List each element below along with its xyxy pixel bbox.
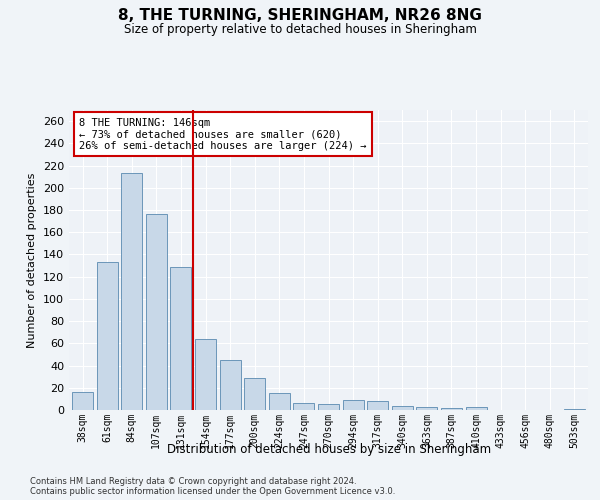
Bar (367, 401, 388, 410)
Bar (121, 174, 142, 410)
Bar (564, 409, 585, 410)
Text: 8, THE TURNING, SHERINGHAM, NR26 8NG: 8, THE TURNING, SHERINGHAM, NR26 8NG (118, 8, 482, 22)
Bar (466, 406, 487, 410)
Y-axis label: Number of detached properties: Number of detached properties (28, 172, 37, 348)
Text: Contains HM Land Registry data © Crown copyright and database right 2024.: Contains HM Land Registry data © Crown c… (30, 478, 356, 486)
Bar (146, 214, 167, 410)
Bar (318, 404, 339, 410)
Bar (269, 394, 290, 410)
Text: Size of property relative to detached houses in Sheringham: Size of property relative to detached ho… (124, 22, 476, 36)
Text: Contains public sector information licensed under the Open Government Licence v3: Contains public sector information licen… (30, 488, 395, 496)
Bar (441, 408, 462, 410)
Bar (416, 406, 437, 410)
Text: Distribution of detached houses by size in Sheringham: Distribution of detached houses by size … (167, 442, 491, 456)
Bar (244, 378, 265, 410)
Bar (170, 266, 191, 410)
Bar (97, 262, 118, 410)
Bar (195, 339, 216, 410)
Bar (392, 406, 413, 410)
Text: 8 THE TURNING: 146sqm
← 73% of detached houses are smaller (620)
26% of semi-det: 8 THE TURNING: 146sqm ← 73% of detached … (79, 118, 367, 150)
Bar (293, 404, 314, 410)
Bar (220, 360, 241, 410)
Bar (343, 400, 364, 410)
Bar (72, 392, 93, 410)
